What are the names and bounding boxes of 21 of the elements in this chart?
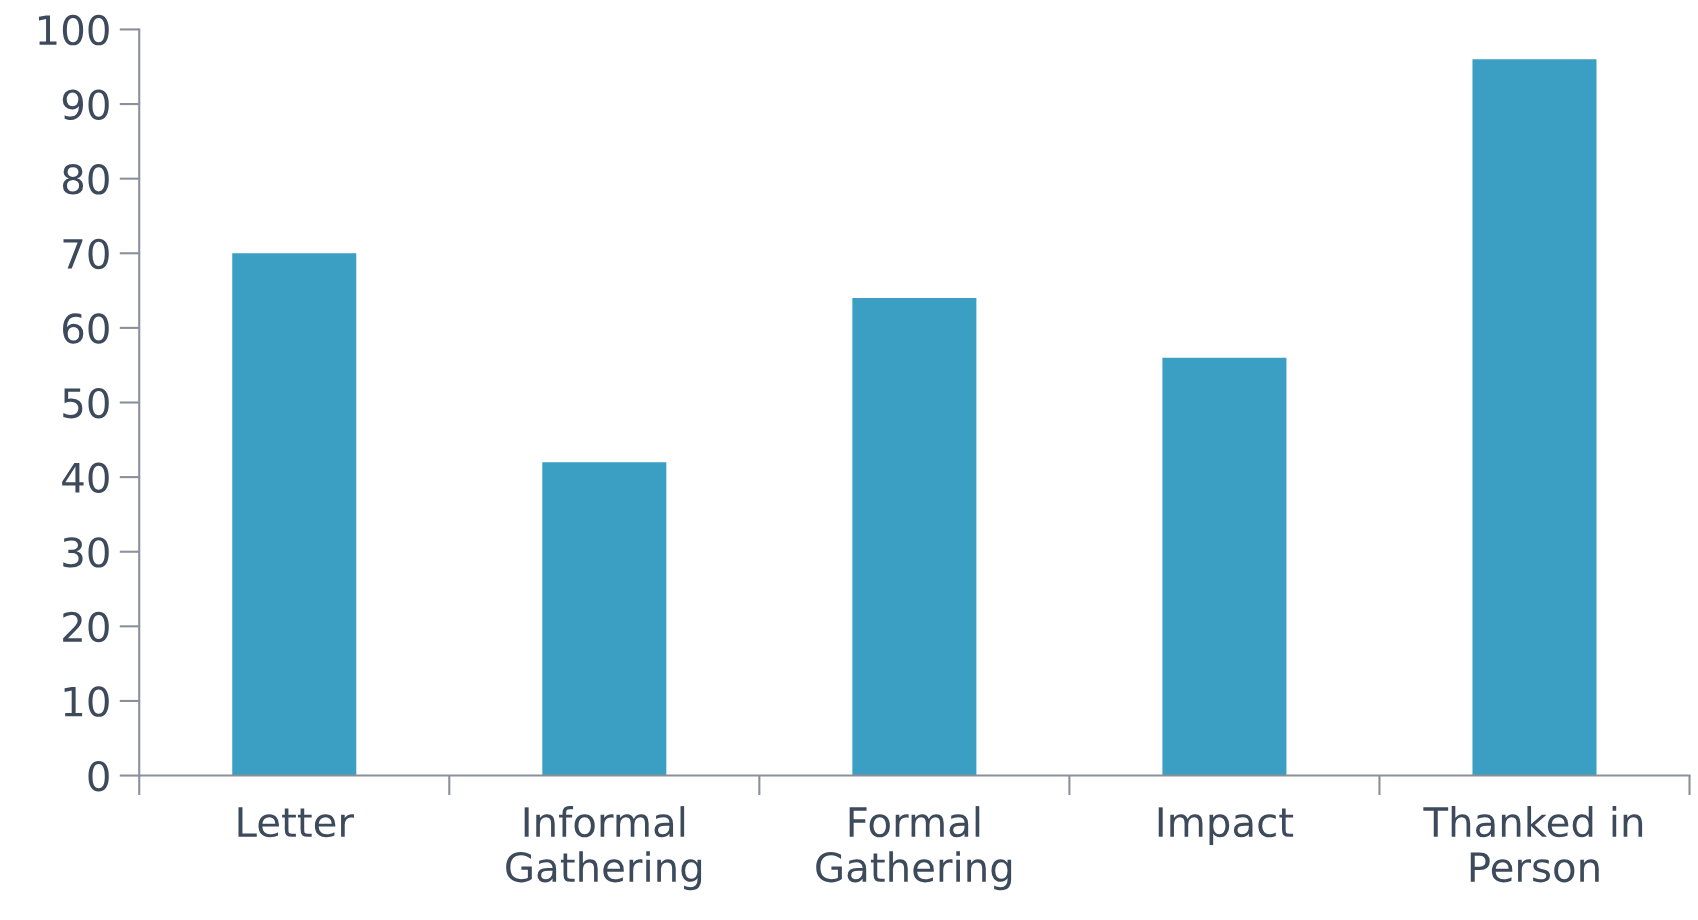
y-tick-label: 60 xyxy=(63,313,109,344)
x-tick-label: Impact xyxy=(1158,807,1294,846)
y-tick-label: 0 xyxy=(88,760,109,792)
y-tick-label: 30 xyxy=(63,537,109,568)
bar xyxy=(1162,357,1287,776)
y-tick-label: 100 xyxy=(39,14,109,46)
bar xyxy=(1472,59,1597,776)
y-tick-label: 50 xyxy=(63,387,109,419)
y-tick-label: 20 xyxy=(63,611,109,643)
bar xyxy=(852,298,977,776)
x-tick-label: Informal Gathering xyxy=(506,806,702,891)
y-tick-label: 90 xyxy=(62,89,109,120)
y-tick-label: 40 xyxy=(62,462,109,493)
bar xyxy=(232,253,357,776)
x-tick-label: Thanked in Person xyxy=(1423,806,1643,883)
y-tick-label: 70 xyxy=(63,238,109,270)
x-tick-label: Formal Gathering xyxy=(816,806,1012,891)
x-tick-label: Letter xyxy=(238,807,354,838)
y-tick-label: 10 xyxy=(64,686,109,717)
y-tick-label: 80 xyxy=(62,164,109,195)
bar xyxy=(542,462,667,776)
